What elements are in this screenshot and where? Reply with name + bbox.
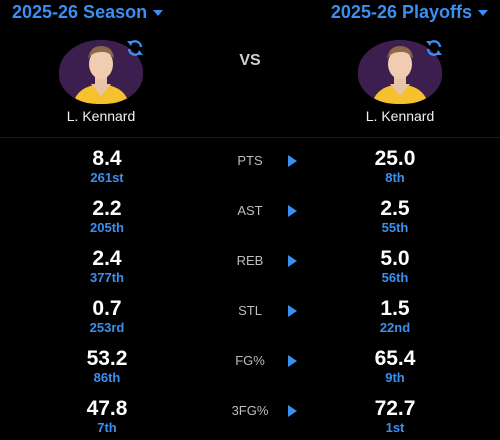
right-stat-rank: 9th [385,370,405,385]
play-icon[interactable] [288,355,297,367]
play-icon[interactable] [288,255,297,267]
stat-row-stl[interactable]: 0.7 253rd STL 1.5 22nd [0,298,500,348]
stat-label: 3FG% [231,403,269,418]
right-stat-value: 1.5 [380,297,410,320]
player-name-right[interactable]: L. Kennard [365,108,435,124]
stat-label: AST [237,203,263,218]
left-stat-value: 8.4 [92,147,122,170]
right-stat-rank: 8th [385,170,405,185]
right-stat-value: 2.5 [380,197,410,220]
divider [0,137,500,138]
refresh-icon[interactable] [424,38,444,58]
season-dropdown-left[interactable]: 2025-26 Season [12,2,164,23]
player-name-left[interactable]: L. Kennard [66,108,136,124]
left-stat-rank: 7th [97,420,117,435]
stat-row-reb[interactable]: 2.4 377th REB 5.0 56th [0,248,500,298]
stat-row-ast[interactable]: 2.2 205th AST 2.5 55th [0,198,500,248]
season-label-right: 2025-26 Playoffs [330,2,472,22]
refresh-icon[interactable] [125,38,145,58]
chevron-down-icon [153,9,164,16]
stat-row-fg-pct[interactable]: 53.2 86th FG% 65.4 9th [0,348,500,398]
stat-label: FG% [235,353,265,368]
right-stat-rank: 1st [385,420,405,435]
right-stat-value: 72.7 [374,397,416,420]
left-stat-rank: 261st [90,170,124,185]
right-stat-rank: 22nd [379,320,411,335]
right-stat-rank: 56th [381,270,409,285]
right-stat-value: 65.4 [374,347,416,370]
stat-row-pts[interactable]: 8.4 261st PTS 25.0 8th [0,148,500,198]
season-label-left: 2025-26 Season [12,2,148,22]
left-stat-value: 0.7 [92,297,122,320]
right-stat-rank: 55th [381,220,409,235]
chevron-down-icon [478,9,488,16]
play-icon[interactable] [288,305,297,317]
player-card-left: L. Kennard [31,40,171,124]
player-card-right: L. Kennard [330,40,470,124]
stat-label: REB [236,253,264,268]
left-stat-value: 53.2 [86,347,128,370]
stat-label: STL [238,303,262,318]
play-icon[interactable] [288,405,297,417]
left-stat-value: 2.4 [92,247,122,270]
right-stat-value: 25.0 [374,147,416,170]
left-stat-rank: 253rd [89,320,125,335]
left-stat-rank: 205th [90,220,124,235]
play-icon[interactable] [288,205,297,217]
right-stat-value: 5.0 [380,247,410,270]
stat-label: PTS [237,153,263,168]
stat-row-3fg-pct[interactable]: 47.8 7th 3FG% 72.7 1st [0,398,500,440]
season-dropdown-right[interactable]: 2025-26 Playoffs [331,2,488,23]
left-stat-value: 2.2 [92,197,122,220]
left-stat-rank: 377th [90,270,124,285]
left-stat-rank: 86th [93,370,121,385]
play-icon[interactable] [288,155,297,167]
left-stat-value: 47.8 [86,397,128,420]
vs-label: VS [239,52,261,69]
